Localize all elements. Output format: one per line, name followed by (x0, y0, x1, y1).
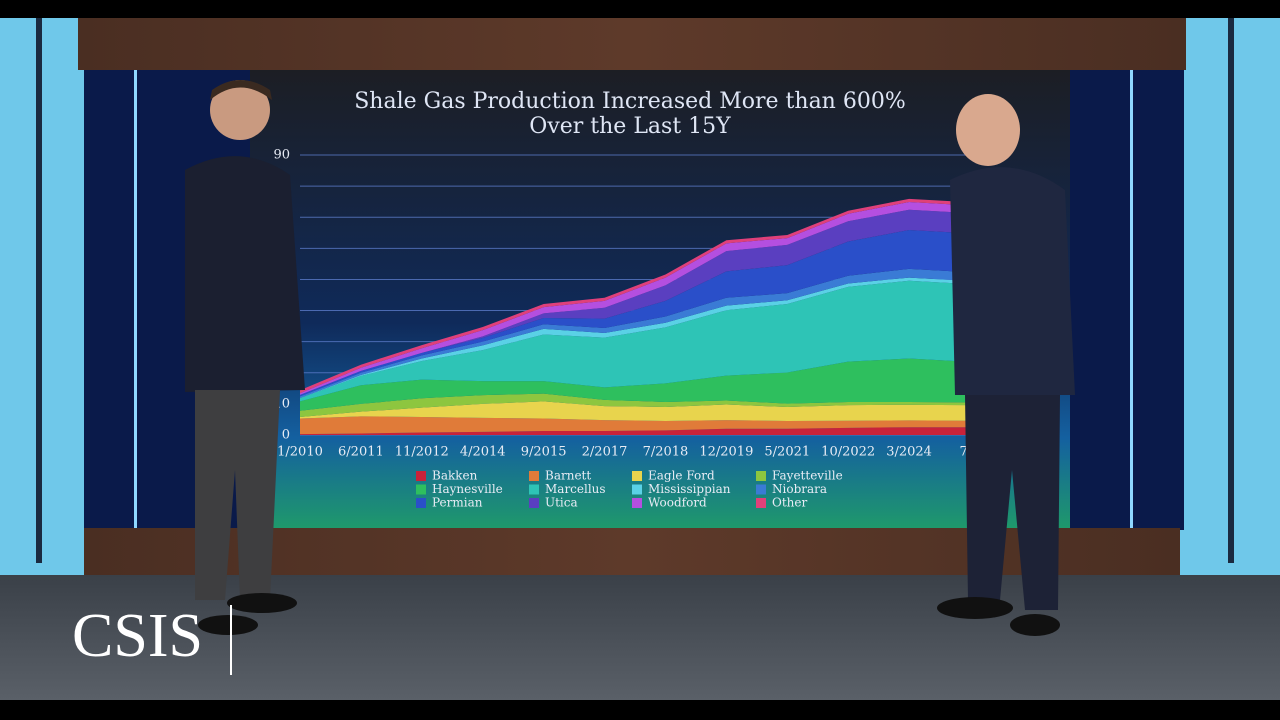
x-tick-label: 12/2019 (699, 445, 753, 460)
legend-label: Eagle Ford (648, 469, 715, 483)
letterbox (0, 0, 1280, 18)
chart-title: Over the Last 15Y (529, 114, 731, 139)
y-tick-label: 0 (282, 428, 290, 443)
area (300, 393, 970, 417)
letterbox (0, 700, 1280, 720)
area (300, 401, 970, 421)
legend-swatch (416, 471, 426, 481)
x-tick-label: 2/2017 (582, 445, 628, 460)
legend-swatch (416, 484, 426, 495)
area (300, 416, 970, 435)
wood-header (78, 18, 1186, 70)
x-tick-label: 5/2021 (764, 445, 810, 460)
legend-swatch (756, 471, 766, 481)
logo-rule (230, 605, 232, 675)
legend-label: Other (772, 496, 807, 510)
area (300, 358, 970, 411)
legend-label: Haynesville (432, 482, 503, 496)
presenter-left (185, 80, 305, 635)
legend-label: Marcellus (545, 482, 606, 496)
x-tick-label: 11/2012 (395, 445, 449, 460)
area (300, 209, 970, 395)
legend-label: Mississippian (648, 482, 731, 496)
light-strip (134, 70, 137, 530)
legend-swatch (756, 498, 766, 508)
y-tick-label: 90 (273, 148, 290, 163)
area (300, 280, 970, 402)
legend-swatch (416, 498, 426, 508)
logo: CSIS (72, 602, 203, 670)
chart-title: Shale Gas Production Increased More than… (354, 89, 906, 114)
light-strip (1130, 70, 1133, 530)
presenter-right (937, 94, 1075, 636)
legend-swatch (756, 484, 766, 495)
legend-swatch (632, 484, 642, 495)
area (300, 427, 970, 435)
area (300, 229, 970, 397)
legend-swatch (529, 484, 539, 495)
legend-label: Niobrara (772, 482, 827, 496)
x-tick-label: 10/2022 (821, 445, 875, 460)
legend-swatch (529, 471, 539, 481)
wall-post (1228, 18, 1234, 563)
legend-label: Bakken (432, 469, 478, 483)
wall-post (36, 18, 42, 563)
x-tick-label: 9/2015 (521, 445, 567, 460)
x-tick-label: 1/2010 (277, 445, 323, 460)
legend-label: Utica (545, 496, 578, 510)
legend-swatch (632, 498, 642, 508)
x-tick-label: 6/2011 (338, 445, 384, 460)
legend-label: Barnett (545, 469, 591, 483)
legend-label: Woodford (648, 496, 707, 510)
legend-swatch (529, 498, 539, 508)
x-tick-label: 3/2024 (886, 445, 932, 460)
x-tick-label: 4/2014 (460, 445, 506, 460)
legend-label: Fayetteville (772, 469, 843, 483)
legend-swatch (632, 471, 642, 481)
x-tick-label: 7/2018 (643, 445, 689, 460)
legend-label: Permian (432, 496, 483, 510)
